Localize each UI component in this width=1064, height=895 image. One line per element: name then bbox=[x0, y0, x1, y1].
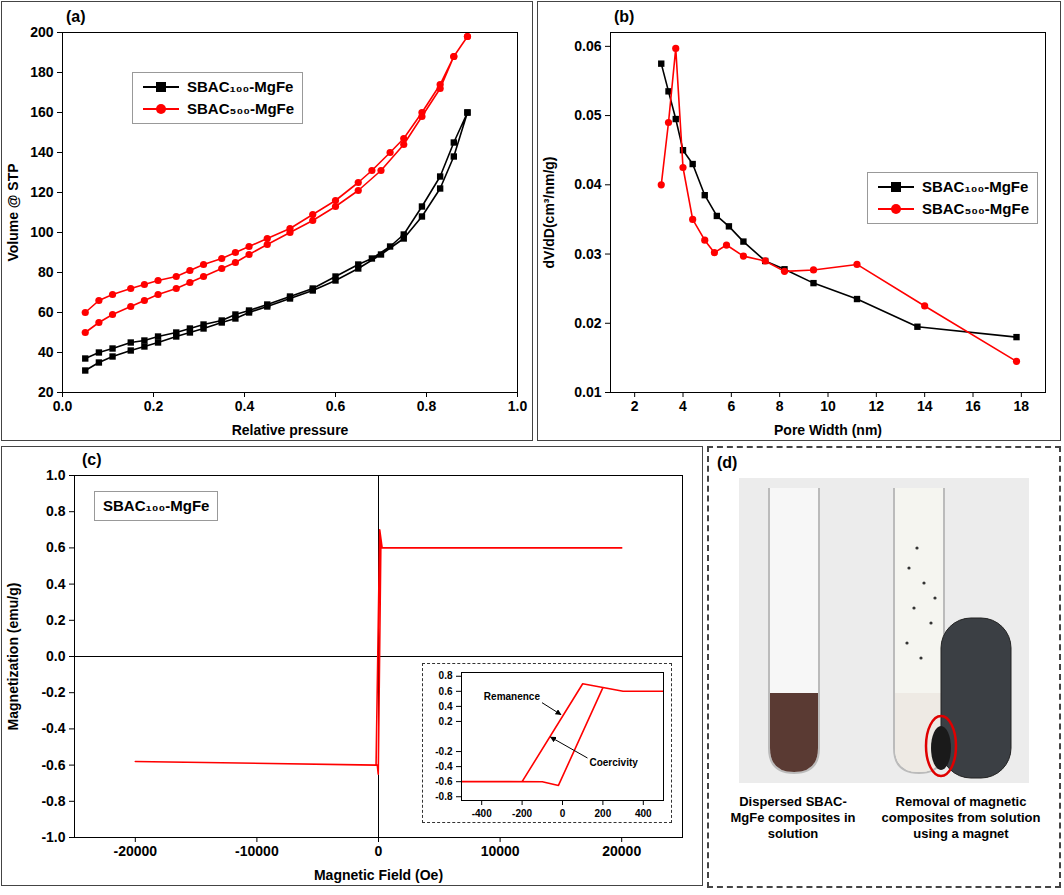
svg-text:Magnetic Field (Oe): Magnetic Field (Oe) bbox=[314, 867, 443, 883]
svg-text:1.0: 1.0 bbox=[46, 467, 66, 483]
svg-text:200: 200 bbox=[30, 24, 54, 40]
svg-text:0.0: 0.0 bbox=[46, 648, 66, 664]
html-text:SBAC₁₀₀-MgFe: SBAC₁₀₀-MgFe bbox=[103, 497, 210, 514]
svg-text:0.2: 0.2 bbox=[439, 716, 453, 727]
svg-text:Volume @ STP: Volume @ STP bbox=[5, 163, 21, 261]
svg-text:-0.2: -0.2 bbox=[41, 684, 65, 700]
html-text:SBAC₁₀₀-MgFe: SBAC₁₀₀-MgFe bbox=[921, 178, 1029, 195]
svg-text:0.4: 0.4 bbox=[46, 576, 66, 592]
html-text:(d): (d) bbox=[717, 454, 738, 471]
svg-text:-1.0: -1.0 bbox=[41, 829, 65, 845]
html-text:SBAC₁₀₀-MgFe: SBAC₁₀₀-MgFe bbox=[187, 78, 294, 95]
svg-text:0.04: 0.04 bbox=[574, 176, 601, 192]
svg-text:12: 12 bbox=[869, 398, 885, 414]
svg-text:0.06: 0.06 bbox=[574, 38, 601, 54]
html-text:Removal of magnetic composites: Removal of magnetic composites from solu… bbox=[881, 794, 1041, 841]
svg-text:200: 200 bbox=[595, 808, 612, 819]
html-text:(b): (b) bbox=[614, 8, 635, 25]
svg-text:0.0: 0.0 bbox=[53, 398, 73, 414]
svg-text:-0.8: -0.8 bbox=[435, 791, 453, 802]
svg-text:0.8: 0.8 bbox=[417, 398, 437, 414]
svg-text:0.4: 0.4 bbox=[235, 398, 255, 414]
svg-text:120: 120 bbox=[30, 184, 54, 200]
html-text:(a): (a) bbox=[66, 8, 86, 25]
svg-text:6: 6 bbox=[727, 398, 735, 414]
svg-text:Magnetization (emu/g): Magnetization (emu/g) bbox=[5, 583, 21, 731]
svg-text:0.8: 0.8 bbox=[439, 670, 453, 681]
svg-text:80: 80 bbox=[38, 264, 54, 280]
svg-text:2: 2 bbox=[631, 398, 639, 414]
svg-text:-0.6: -0.6 bbox=[41, 757, 65, 773]
svg-text:0.2: 0.2 bbox=[46, 612, 66, 628]
svg-text:-0.6: -0.6 bbox=[435, 776, 453, 787]
svg-text:-20000: -20000 bbox=[114, 843, 158, 859]
svg-text:20: 20 bbox=[38, 384, 54, 400]
svg-text:10: 10 bbox=[820, 398, 836, 414]
svg-text:100: 100 bbox=[30, 224, 54, 240]
svg-text:0.6: 0.6 bbox=[46, 539, 66, 555]
svg-text:18: 18 bbox=[1014, 398, 1030, 414]
svg-text:-0.4: -0.4 bbox=[41, 720, 65, 736]
svg-text:0.4: 0.4 bbox=[439, 701, 453, 712]
svg-text:Relative pressure: Relative pressure bbox=[232, 422, 349, 438]
svg-text:10000: 10000 bbox=[481, 843, 520, 859]
svg-text:dV/dD(cm³/nm/g): dV/dD(cm³/nm/g) bbox=[541, 157, 557, 269]
svg-text:8: 8 bbox=[776, 398, 784, 414]
html-text:(c): (c) bbox=[82, 451, 102, 468]
svg-text:-10000: -10000 bbox=[235, 843, 279, 859]
svg-text:180: 180 bbox=[30, 64, 54, 80]
svg-text:60: 60 bbox=[38, 304, 54, 320]
svg-text:4: 4 bbox=[679, 398, 687, 414]
svg-text:20000: 20000 bbox=[602, 843, 641, 859]
svg-text:140: 140 bbox=[30, 144, 54, 160]
svg-text:0.01: 0.01 bbox=[574, 384, 601, 400]
svg-text:400: 400 bbox=[635, 808, 652, 819]
svg-text:14: 14 bbox=[917, 398, 933, 414]
svg-text:Pore Width (nm): Pore Width (nm) bbox=[774, 422, 882, 438]
svg-text:0.03: 0.03 bbox=[574, 246, 601, 262]
svg-text:-200: -200 bbox=[512, 808, 532, 819]
svg-text:0: 0 bbox=[560, 808, 566, 819]
svg-text:40: 40 bbox=[38, 344, 54, 360]
svg-text:0.02: 0.02 bbox=[574, 315, 601, 331]
svg-text:160: 160 bbox=[30, 104, 54, 120]
svg-text:Remanence: Remanence bbox=[484, 691, 541, 702]
svg-text:0.8: 0.8 bbox=[46, 503, 66, 519]
svg-text:0.6: 0.6 bbox=[326, 398, 346, 414]
svg-text:-400: -400 bbox=[472, 808, 492, 819]
html-text:Dispersed SBAC-MgFe composites: Dispersed SBAC-MgFe composites in soluti… bbox=[730, 794, 856, 841]
svg-text:0.6: 0.6 bbox=[439, 686, 453, 697]
svg-text:0: 0 bbox=[375, 843, 383, 859]
svg-text:0.05: 0.05 bbox=[574, 107, 601, 123]
svg-text:-0.8: -0.8 bbox=[41, 793, 65, 809]
html-text:SBAC₅₀₀-MgFe: SBAC₅₀₀-MgFe bbox=[187, 100, 295, 117]
svg-text:Coercivity: Coercivity bbox=[589, 757, 638, 768]
svg-text:0.2: 0.2 bbox=[144, 398, 164, 414]
svg-text:1.0: 1.0 bbox=[508, 398, 528, 414]
svg-text:16: 16 bbox=[965, 398, 981, 414]
svg-text:-0.4: -0.4 bbox=[435, 761, 453, 772]
svg-text:-0.2: -0.2 bbox=[435, 746, 453, 757]
html-text:SBAC₅₀₀-MgFe: SBAC₅₀₀-MgFe bbox=[921, 200, 1029, 217]
